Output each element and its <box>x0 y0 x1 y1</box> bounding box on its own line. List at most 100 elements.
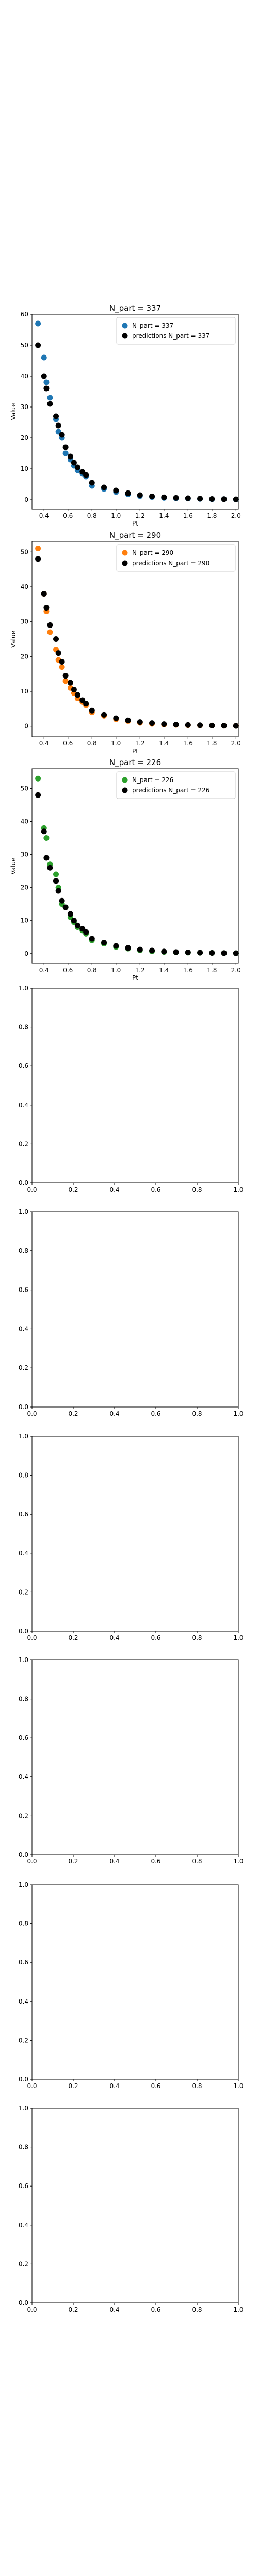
y-tick-label: 50 <box>21 548 28 555</box>
data-point <box>89 936 95 942</box>
data-point <box>161 721 167 727</box>
legend-marker <box>122 550 128 556</box>
subplot-4: 0.0 0.2 0.4 0.6 0.8 1.0 0.0 0.2 0.4 0.6 0.8 1.0 <box>19 985 244 1193</box>
chart-title: N_part = 337 <box>109 303 161 313</box>
axes-frame <box>31 768 239 964</box>
data-point <box>43 379 50 385</box>
legend-label: N_part = 290 <box>132 549 173 556</box>
subplot-7: 0.0 0.2 0.4 0.6 0.8 1.0 0.0 0.2 0.4 0.6 0.8 1.0 <box>19 1656 244 1865</box>
y-tick-label: 1.0 <box>19 1881 28 1888</box>
legend: N_part = 226 predictions N_part = 226 <box>116 771 236 799</box>
data-point <box>209 950 215 956</box>
y-tick-label: 0.8 <box>19 1472 28 1479</box>
y-tick-label: 1.0 <box>19 2105 28 2112</box>
x-tick-label: 0.2 <box>68 1634 78 1641</box>
x-tick-label: 1.0 <box>233 1186 243 1193</box>
data-point <box>41 591 47 597</box>
data-point <box>185 722 191 728</box>
x-tick-label: 1.8 <box>207 740 217 747</box>
y-tick-label: 50 <box>21 785 28 792</box>
data-point <box>137 719 143 725</box>
x-tick-label: 2.0 <box>231 512 241 519</box>
axes-frame <box>31 1659 239 1855</box>
y-tick-label: 1.0 <box>19 1433 28 1440</box>
data-point <box>41 354 47 361</box>
data-point <box>67 911 73 917</box>
data-point <box>67 453 73 460</box>
x-tick-label: 1.0 <box>233 1410 243 1417</box>
series-2 <box>35 792 239 956</box>
data-point <box>101 484 107 490</box>
x-tick-label: 0.4 <box>39 740 49 747</box>
x-tick-label: 0.8 <box>192 2306 202 2313</box>
y-tick-label: 0.8 <box>19 1920 28 1927</box>
y-tick-label: 20 <box>21 884 28 891</box>
data-point <box>79 697 86 703</box>
data-point <box>149 720 155 726</box>
data-point <box>74 922 80 928</box>
x-tick-label: 0.6 <box>63 512 73 519</box>
y-tick-label: 0.2 <box>19 1140 28 1147</box>
legend: N_part = 290 predictions N_part = 290 <box>116 544 236 572</box>
axes-frame <box>31 314 239 510</box>
y-tick-label: 0.2 <box>19 2260 28 2267</box>
legend-frame <box>116 544 236 572</box>
series-2 <box>35 342 239 502</box>
y-tick-label: 40 <box>21 583 28 590</box>
x-tick-label: 0.0 <box>27 1410 37 1417</box>
x-axis-label: Pt <box>132 974 138 981</box>
x-tick-label: 1.6 <box>183 967 193 974</box>
data-point <box>83 472 89 478</box>
y-tick-label: 50 <box>21 342 28 349</box>
data-point <box>53 413 59 419</box>
data-point <box>173 949 179 955</box>
data-point <box>89 707 95 714</box>
x-tick-label: 0.2 <box>68 1186 78 1193</box>
data-point <box>71 460 77 466</box>
data-point <box>221 496 227 502</box>
data-point <box>221 723 227 729</box>
y-tick-label: 60 <box>21 311 28 318</box>
x-tick-label: 0.4 <box>109 1186 119 1193</box>
y-tick-label: 0.0 <box>19 1628 28 1635</box>
legend-frame <box>116 317 236 345</box>
x-tick-label: 0.6 <box>151 1634 160 1641</box>
x-tick-label: 0.4 <box>39 967 49 974</box>
legend-marker <box>122 323 128 329</box>
data-point <box>113 715 119 721</box>
data-point <box>35 546 41 552</box>
data-point <box>137 946 143 953</box>
legend-marker <box>122 777 128 783</box>
y-tick-label: 0.0 <box>19 2299 28 2307</box>
x-tick-label: 0.6 <box>151 2306 160 2313</box>
y-tick-label: 0.6 <box>19 2182 28 2190</box>
y-tick-label: 0.0 <box>19 1851 28 1858</box>
y-tick-label: 0.8 <box>19 1696 28 1703</box>
y-tick-label: 0.2 <box>19 1364 28 1371</box>
data-point <box>71 687 77 693</box>
data-point <box>113 943 119 949</box>
data-point <box>209 722 215 728</box>
data-point <box>62 444 69 450</box>
subplot-2: 0.4 0.6 0.8 1.0 1.2 1.4 1.6 1.8 2.0 0 10 20 30 40 50 N_… <box>10 531 241 755</box>
x-tick-label: 1.0 <box>233 1634 243 1641</box>
x-tick-label: 0.4 <box>109 1410 119 1417</box>
data-point <box>125 717 131 723</box>
data-point <box>209 496 215 502</box>
data-point <box>233 496 239 502</box>
data-point <box>149 493 155 499</box>
x-tick-label: 0.8 <box>192 2082 202 2090</box>
y-tick-label: 0.8 <box>19 2144 28 2151</box>
axes-frame <box>31 2108 239 2303</box>
x-tick-label: 0.8 <box>192 1858 202 1865</box>
x-tick-label: 1.2 <box>135 967 145 974</box>
data-point <box>173 495 179 501</box>
x-tick-label: 0.2 <box>68 1858 78 1865</box>
y-axis-label: Value <box>10 858 17 875</box>
y-tick-label: 0.6 <box>19 1959 28 1966</box>
y-tick-label: 0.8 <box>19 1247 28 1255</box>
y-tick-label: 0.4 <box>19 1101 28 1109</box>
x-tick-label: 1.4 <box>159 967 169 974</box>
x-tick-label: 0.0 <box>27 1634 37 1641</box>
